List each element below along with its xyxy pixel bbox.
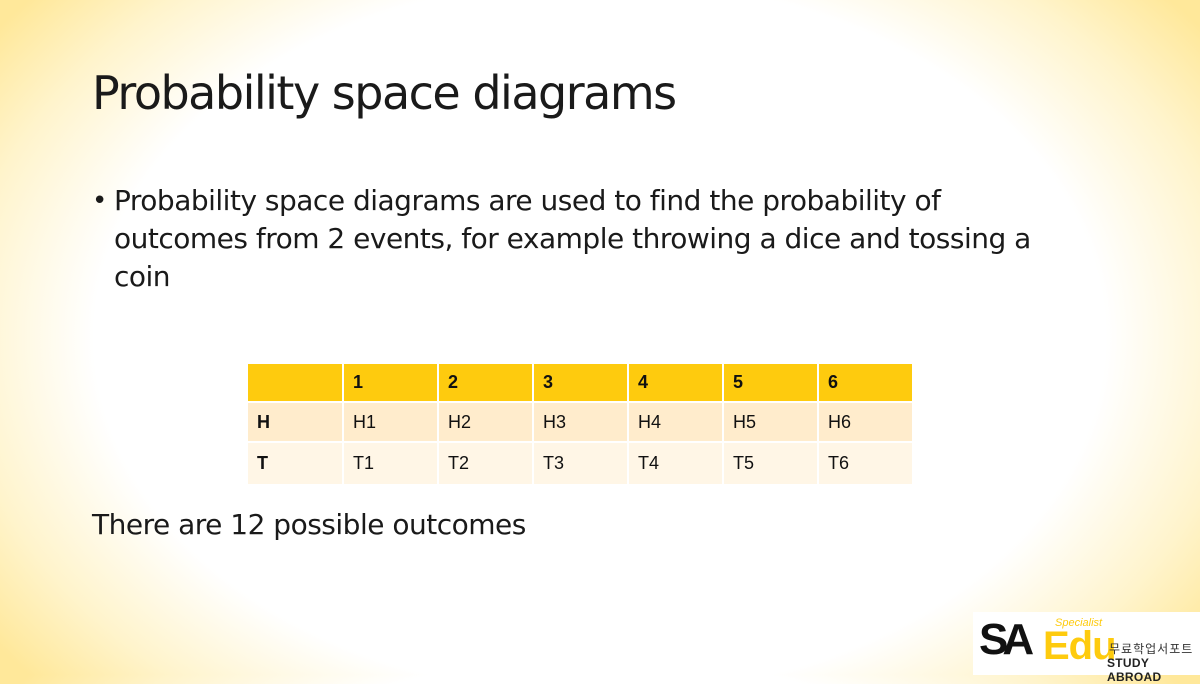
table-row-header: H bbox=[248, 402, 344, 443]
table-cell: H5 bbox=[723, 402, 819, 443]
table-header-cell: 1 bbox=[343, 364, 439, 403]
table-cell: T1 bbox=[343, 442, 439, 486]
table-cell: H4 bbox=[628, 402, 724, 443]
table-cell: H3 bbox=[533, 402, 629, 443]
table-row: T T1 T2 T3 T4 T5 T6 bbox=[248, 442, 914, 486]
table-row: H H1 H2 H3 H4 H5 H6 bbox=[248, 402, 914, 443]
logo-sa-mark: SA bbox=[979, 615, 1034, 664]
saedu-logo: SA Specialist Edu 무료학업서포트 STUDY ABROAD bbox=[973, 612, 1200, 684]
table-cell: H2 bbox=[438, 402, 534, 443]
table-header-cell: 4 bbox=[628, 364, 724, 403]
table-cell: H6 bbox=[818, 402, 914, 443]
probability-space-table: 1 2 3 4 5 6 H H1 H2 H3 H4 H5 H6 T T1 T2 … bbox=[248, 364, 914, 486]
logo-specialist-text: Specialist bbox=[1055, 617, 1103, 629]
logo-edu-text: Edu bbox=[1043, 624, 1117, 668]
table-cell: T5 bbox=[723, 442, 819, 486]
table-cell: H1 bbox=[343, 402, 439, 443]
slide-title: Probability space diagrams bbox=[92, 66, 677, 120]
table-cell: T2 bbox=[438, 442, 534, 486]
table-row-header: T bbox=[248, 442, 344, 486]
table-header-cell: 6 bbox=[818, 364, 914, 403]
table-header-cell: 5 bbox=[723, 364, 819, 403]
bullet-item: • Probability space diagrams are used to… bbox=[92, 182, 1092, 296]
summary-text: There are 12 possible outcomes bbox=[92, 508, 526, 541]
table-cell: T4 bbox=[628, 442, 724, 486]
table-header-cell: 2 bbox=[438, 364, 534, 403]
logo-korean-tagline: 무료학업서포트 bbox=[1109, 642, 1194, 656]
table-header-row: 1 2 3 4 5 6 bbox=[248, 364, 914, 403]
logo-study-abroad: STUDY ABROAD bbox=[1107, 656, 1162, 684]
bullet-dot-icon: • bbox=[92, 186, 108, 216]
bullet-text: Probability space diagrams are used to f… bbox=[114, 184, 1031, 293]
table-cell: T3 bbox=[533, 442, 629, 486]
table-header-cell bbox=[248, 364, 344, 403]
table-header-cell: 3 bbox=[533, 364, 629, 403]
table-cell: T6 bbox=[818, 442, 914, 486]
